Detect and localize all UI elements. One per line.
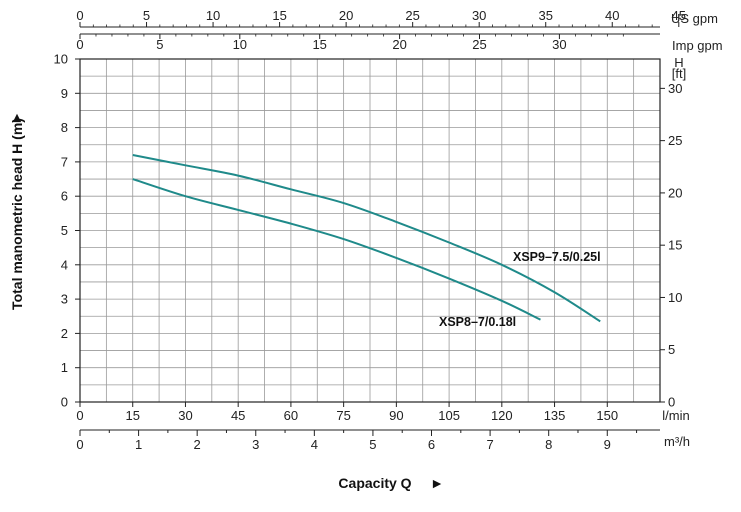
x-usgpm-tick-label: 30 xyxy=(472,8,486,23)
x-axis-title: Capacity Q xyxy=(338,475,411,491)
x-m3h-tick-label: 3 xyxy=(252,437,259,452)
x-m3h-tick-label: 9 xyxy=(604,437,611,452)
y-tick-label: 1 xyxy=(61,360,68,375)
x-usgpm-tick-label: 5 xyxy=(143,8,150,23)
x-m3h-tick-label: 2 xyxy=(194,437,201,452)
y-axis-arrow: ► xyxy=(8,111,24,125)
y-ft-unit-h: H xyxy=(674,55,683,70)
x-usgpm-tick-label: 0 xyxy=(76,8,83,23)
grid xyxy=(79,58,661,403)
x-m3h-tick-label: 0 xyxy=(76,437,83,452)
x-m3h-tick-label: 4 xyxy=(311,437,318,452)
x-impgpm-unit: Imp gpm xyxy=(672,38,723,53)
x-lmin-tick-label: 120 xyxy=(491,408,513,423)
y-tick-label: 0 xyxy=(61,395,68,410)
x-lmin-tick-label: 60 xyxy=(284,408,298,423)
x-usgpm-unit: US gpm xyxy=(671,11,718,26)
y-tick-label: 2 xyxy=(61,326,68,341)
x-impgpm-tick-label: 10 xyxy=(233,37,247,52)
x-usgpm-tick-label: 45 xyxy=(672,8,686,23)
y-tick-label: 3 xyxy=(61,292,68,307)
y-tick-label: 10 xyxy=(54,52,68,67)
x-usgpm-tick-label: 35 xyxy=(538,8,552,23)
x-usgpm-tick-label: 20 xyxy=(339,8,353,23)
x-lmin-tick-label: 150 xyxy=(596,408,618,423)
series-line-xsp9 xyxy=(132,154,601,323)
y-ft-tick-label: 5 xyxy=(668,342,675,357)
x-m3h-tick-label: 8 xyxy=(545,437,552,452)
x-lmin-tick-label: 15 xyxy=(125,408,139,423)
x-lmin-unit: l/min xyxy=(662,408,689,423)
y-ft-tick-label: 30 xyxy=(668,81,682,96)
x-usgpm-tick-label: 10 xyxy=(206,8,220,23)
y-ft-tick-label: 25 xyxy=(668,133,682,148)
x-impgpm-tick-label: 15 xyxy=(312,37,326,52)
y-tick-label: 8 xyxy=(61,120,68,135)
y-ft-unit-ft: [ft] xyxy=(672,66,686,81)
x-impgpm-tick-label: 5 xyxy=(156,37,163,52)
series-label-xsp8: XSP8–7/0.18l xyxy=(439,315,516,329)
x-lmin-tick-label: 30 xyxy=(178,408,192,423)
x-axis-arrow: ► xyxy=(430,475,444,491)
x-lmin-tick-label: 105 xyxy=(438,408,460,423)
x-impgpm-tick-label: 0 xyxy=(76,37,83,52)
y-ft-tick-label: 15 xyxy=(668,238,682,253)
y-ft-tick-label: 20 xyxy=(668,185,682,200)
y-axis-title: Total manometric head H (m) xyxy=(9,118,25,310)
x-m3h-unit: m³/h xyxy=(664,434,690,449)
y-tick-label: 4 xyxy=(61,257,68,272)
x-usgpm-tick-label: 25 xyxy=(405,8,419,23)
x-lmin-tick-label: 0 xyxy=(76,408,83,423)
y-tick-label: 7 xyxy=(61,154,68,169)
x-lmin-tick-label: 135 xyxy=(544,408,566,423)
x-m3h-tick-label: 7 xyxy=(486,437,493,452)
x-impgpm-tick-label: 20 xyxy=(392,37,406,52)
x-usgpm-tick-label: 15 xyxy=(272,8,286,23)
y-tick-label: 9 xyxy=(61,86,68,101)
x-lmin-tick-label: 75 xyxy=(336,408,350,423)
series-label-xsp9: XSP9–7.5/0.25l xyxy=(513,250,601,264)
x-m3h-tick-label: 1 xyxy=(135,437,142,452)
x-lmin-tick-label: 45 xyxy=(231,408,245,423)
x-m3h-tick-label: 6 xyxy=(428,437,435,452)
series-lines xyxy=(132,154,601,323)
x-usgpm-tick-label: 40 xyxy=(605,8,619,23)
y-ft-tick-label: 10 xyxy=(668,290,682,305)
x-m3h-tick-label: 5 xyxy=(369,437,376,452)
x-impgpm-tick-label: 25 xyxy=(472,37,486,52)
y-ft-tick-label: 0 xyxy=(668,395,675,410)
x-impgpm-tick-label: 30 xyxy=(552,37,566,52)
series-line-xsp8 xyxy=(132,178,541,321)
y-tick-label: 5 xyxy=(61,223,68,238)
y-tick-label: 6 xyxy=(61,189,68,204)
x-lmin-tick-label: 90 xyxy=(389,408,403,423)
axes xyxy=(75,22,680,436)
